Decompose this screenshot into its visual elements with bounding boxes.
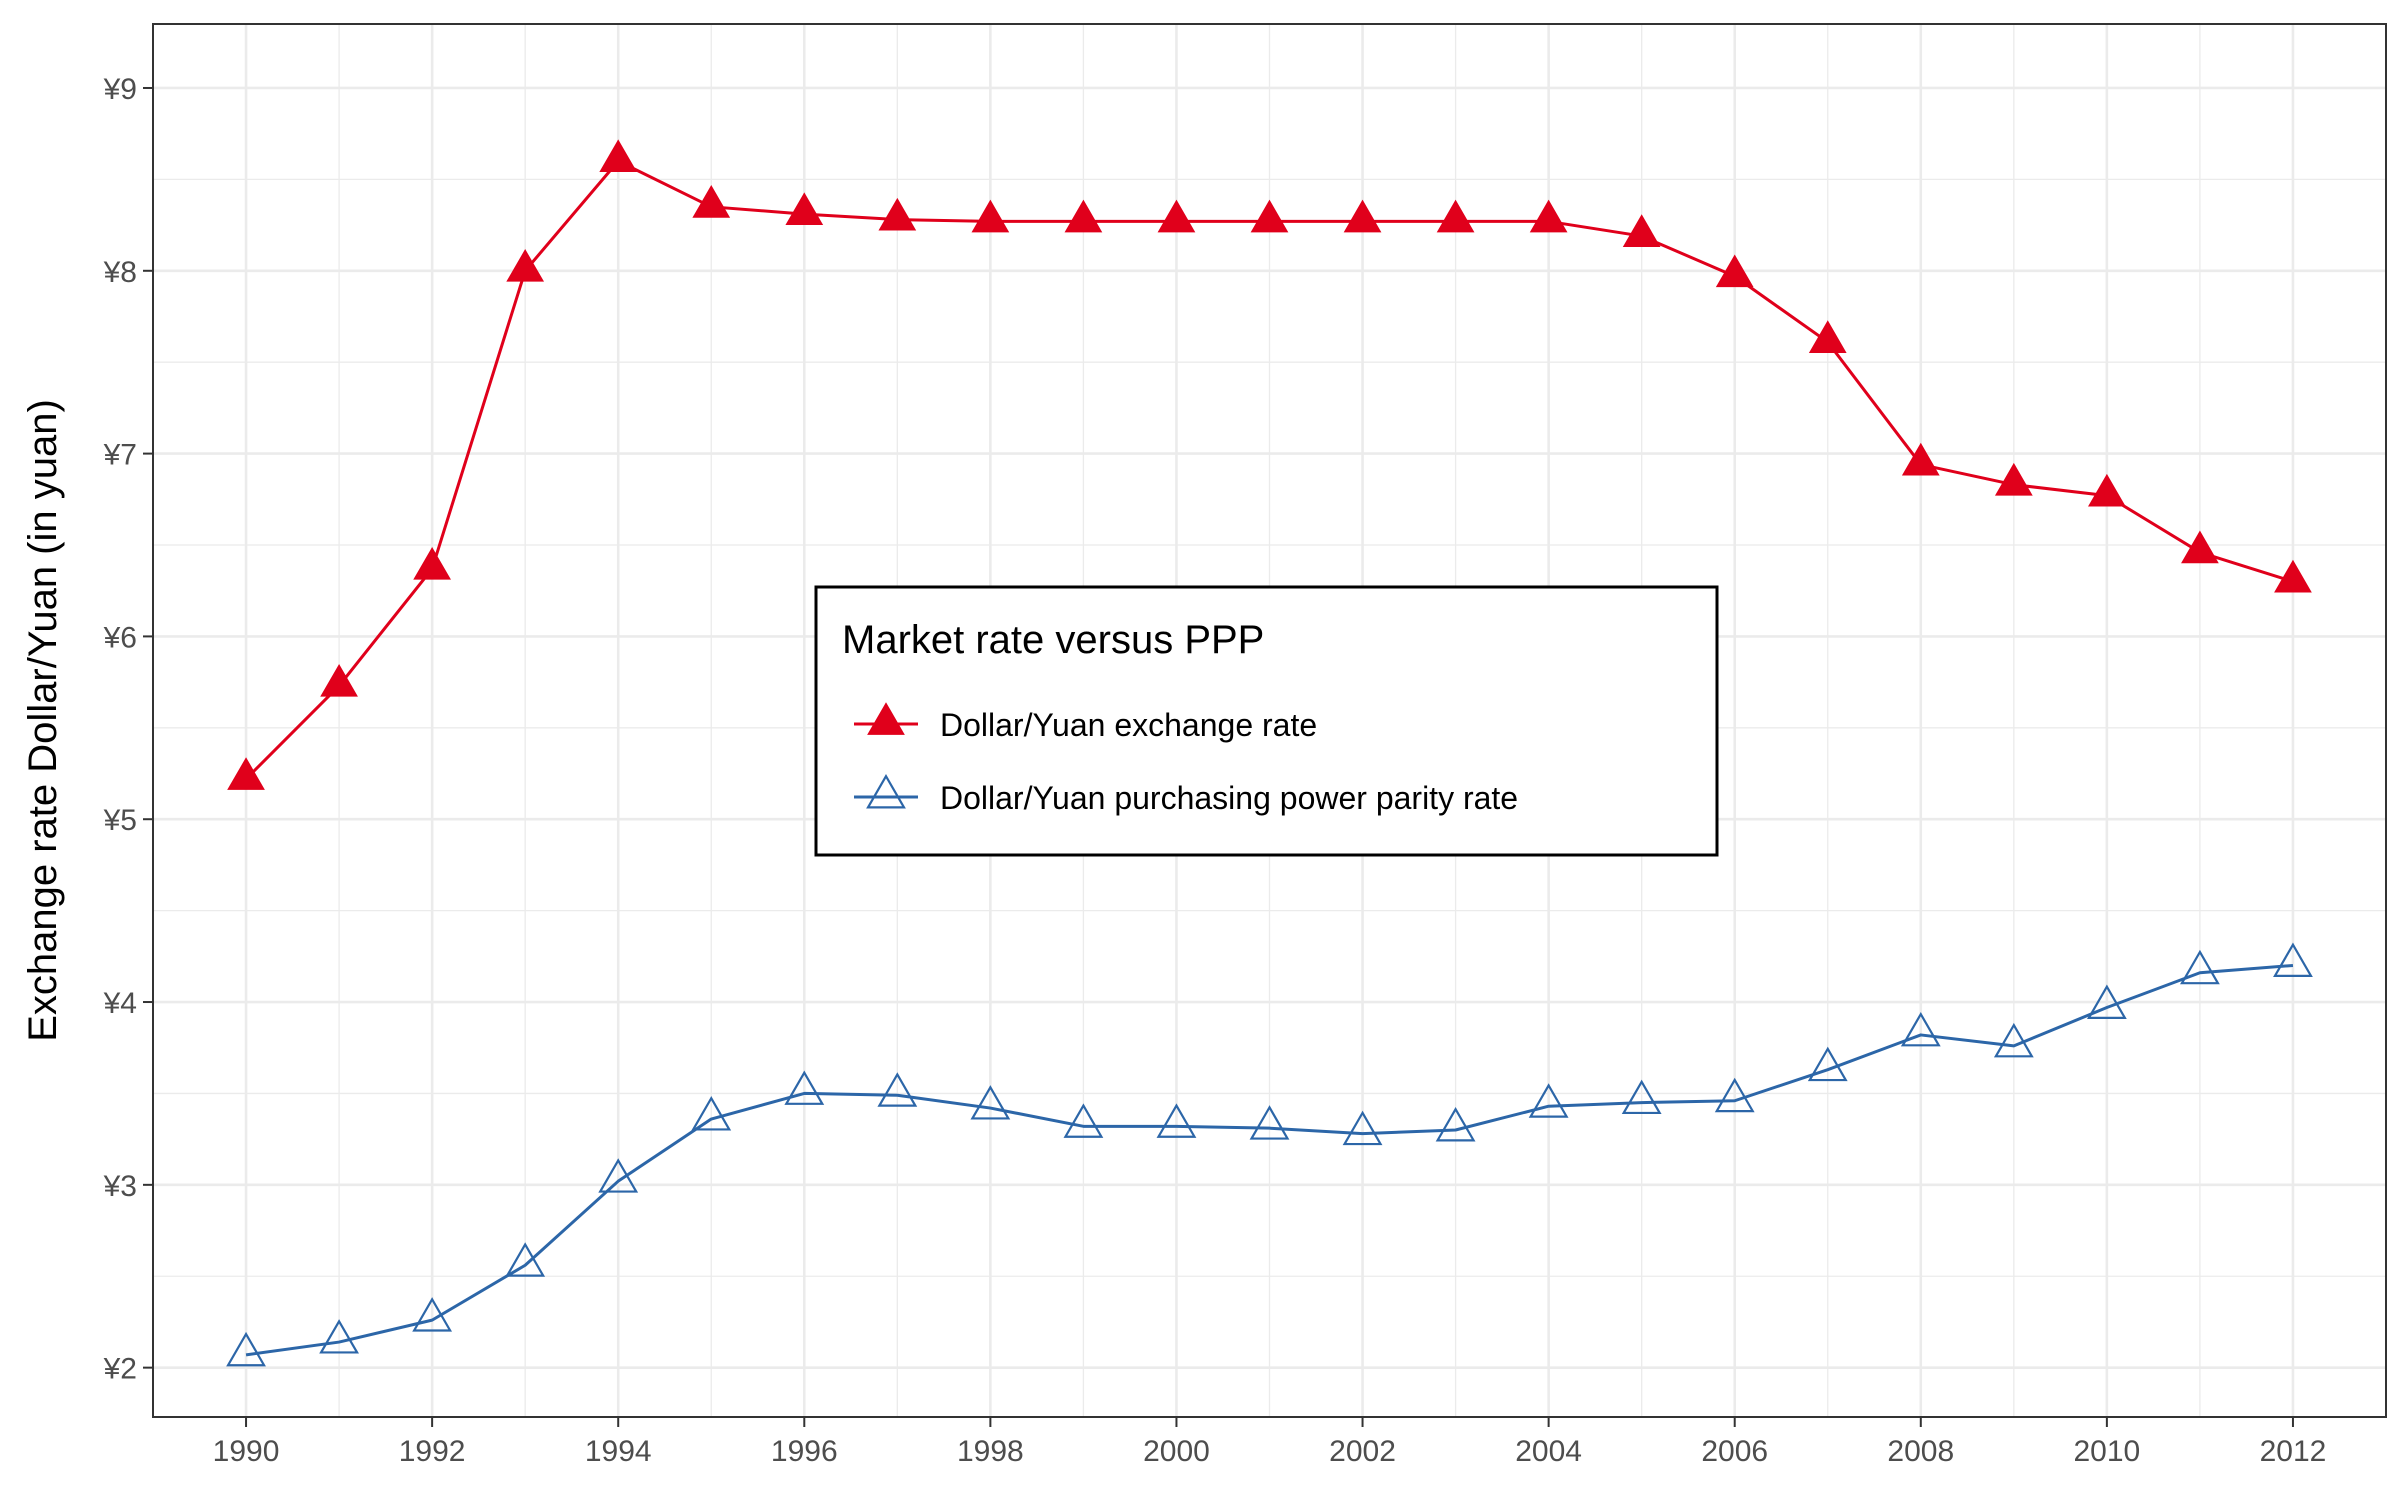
data-point	[1807, 1046, 1848, 1082]
data-point	[1714, 1077, 1755, 1113]
data-point	[412, 1297, 453, 1332]
data-point	[1064, 199, 1103, 233]
plot-panel-border	[152, 23, 2387, 1418]
data-point	[599, 139, 638, 172]
data-point	[598, 1158, 639, 1193]
data-point	[1342, 1110, 1383, 1146]
series-2	[226, 942, 2313, 1367]
data-point	[227, 757, 265, 790]
legend: Market rate versus PPP Dollar/Yuan excha…	[814, 585, 1719, 857]
data-point	[1528, 1083, 1569, 1118]
x-tick-label: 2012	[2260, 1435, 2327, 1468]
legend-box	[814, 585, 1719, 857]
data-point	[505, 1242, 546, 1277]
data-point	[2086, 984, 2127, 1019]
y-tick-label: ¥7	[103, 439, 137, 472]
data-point	[1249, 1105, 1290, 1140]
data-point	[1063, 1103, 1104, 1138]
x-axis: 1990 1992 1994 1996 1998 2000 2002 2004 2006 2008…	[213, 1417, 2327, 1468]
data-point	[785, 192, 824, 226]
data-point	[1901, 442, 1940, 476]
data-point	[1436, 199, 1475, 233]
data-point	[692, 185, 731, 218]
y-axis: ¥2 ¥3 ¥4 ¥5 ¥6 ¥7 ¥8 ¥9	[103, 73, 153, 1386]
data-point	[1900, 1011, 1941, 1047]
y-tick-label: ¥2	[103, 1353, 137, 1386]
data-point	[1621, 1079, 1662, 1115]
data-point	[226, 1331, 266, 1367]
data-point	[1622, 214, 1661, 247]
data-point	[2180, 949, 2220, 985]
x-tick-label: 1996	[771, 1435, 838, 1468]
x-tick-label: 1990	[213, 1435, 280, 1468]
x-tick-label: 2006	[1701, 1435, 1768, 1468]
data-point	[320, 663, 358, 697]
y-tick-label: ¥3	[103, 1170, 137, 1203]
y-tick-label: ¥4	[103, 987, 137, 1020]
data-point	[1250, 199, 1289, 233]
legend-item: Dollar/Yuan exchange rate	[854, 702, 1317, 743]
series-1	[227, 139, 2312, 790]
x-tick-label: 2000	[1143, 1435, 1210, 1468]
x-tick-label: 1998	[957, 1435, 1024, 1468]
x-tick-label: 2010	[2074, 1435, 2141, 1468]
data-point	[2088, 473, 2126, 507]
data-point	[2181, 530, 2219, 564]
data-point	[506, 249, 545, 282]
x-tick-label: 1994	[585, 1435, 652, 1468]
data-point	[1343, 199, 1382, 233]
data-point	[1993, 1022, 2034, 1058]
y-tick-label: ¥8	[103, 256, 137, 289]
legend-items: Dollar/Yuan exchange rate Dollar/Yuan pur…	[854, 702, 1518, 816]
legend-key-marker	[866, 774, 906, 809]
data-point	[1156, 1103, 1197, 1138]
data-point	[2274, 559, 2312, 593]
data-point	[1994, 462, 2033, 496]
series-line	[245, 963, 2294, 1357]
x-tick-label: 1992	[399, 1435, 466, 1468]
legend-item: Dollar/Yuan purchasing power parity rate	[854, 774, 1518, 816]
y-tick-label: ¥6	[103, 621, 137, 654]
legend-key-marker	[867, 702, 905, 735]
data-point	[2273, 942, 2313, 977]
data-point	[1715, 254, 1754, 288]
x-tick-label: 2002	[1329, 1435, 1396, 1468]
data-point	[877, 1072, 918, 1107]
y-tick-label: ¥5	[103, 804, 137, 837]
y-axis-title: Exchange rate Dollar/Yuan (in yuan)	[21, 399, 65, 1042]
data-point	[1529, 199, 1568, 233]
legend-label: Dollar/Yuan purchasing power parity rate	[940, 780, 1518, 816]
data-point	[971, 199, 1010, 233]
x-tick-label: 2008	[1887, 1435, 1954, 1468]
data-point	[878, 197, 917, 231]
data-point	[319, 1319, 359, 1354]
data-point	[1435, 1107, 1476, 1142]
series-layer	[226, 139, 2313, 1367]
y-tick-label: ¥9	[103, 73, 137, 106]
data-point	[1808, 320, 1847, 353]
data-point	[691, 1096, 732, 1131]
legend-label: Dollar/Yuan exchange rate	[940, 707, 1317, 743]
legend-title: Market rate versus PPP	[842, 618, 1264, 662]
x-tick-label: 2004	[1515, 1435, 1582, 1468]
data-point	[1157, 199, 1196, 233]
data-point	[413, 546, 451, 580]
data-point	[970, 1085, 1011, 1120]
data-point	[784, 1070, 825, 1105]
